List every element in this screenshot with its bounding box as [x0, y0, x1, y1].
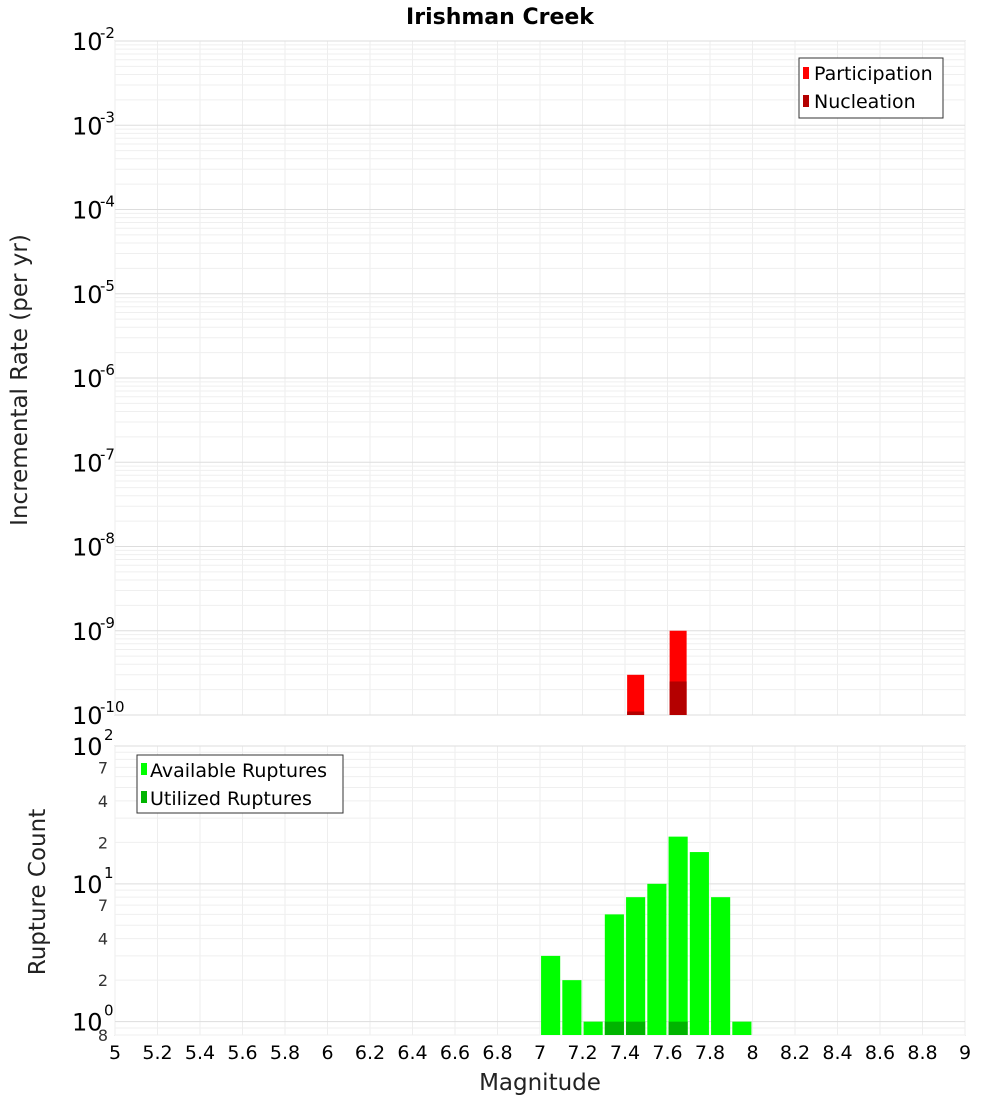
legend-utilized-ruptures: Utilized Ruptures	[150, 788, 312, 810]
nucleation-swatch	[803, 95, 809, 107]
y-minor-tick-label: 7	[98, 758, 108, 777]
x-tick-label: 5	[109, 1042, 121, 1064]
y-tick-label: 10	[72, 449, 103, 477]
bar-utilized-ruptures	[604, 1021, 624, 1035]
y-minor-tick-label: 8	[98, 1026, 108, 1045]
bar-utilized-ruptures	[668, 1021, 688, 1035]
y-tick-exponent: 2	[104, 726, 114, 744]
y-tick-exponent: -4	[100, 193, 115, 211]
bar-available-ruptures	[626, 897, 646, 1035]
bottom-bars	[541, 836, 752, 1035]
legend-nucleation: Nucleation	[814, 91, 916, 113]
bar-utilized-ruptures	[626, 1021, 646, 1035]
y-minor-tick-label: 7	[98, 896, 108, 915]
y-tick-exponent: -3	[100, 108, 115, 126]
x-tick-label: 9	[959, 1042, 971, 1064]
x-tick-label: 7	[534, 1042, 546, 1064]
x-tick-label: 6	[321, 1042, 333, 1064]
bottom-legend: Available Ruptures Utilized Ruptures	[136, 754, 344, 814]
x-tick-label: 8	[746, 1042, 758, 1064]
y-tick-exponent: -9	[100, 614, 115, 632]
y-tick-label: 10	[72, 618, 103, 646]
x-tick-label: 6.6	[440, 1042, 470, 1064]
y-tick-exponent: -2	[100, 24, 115, 42]
bar-available-ruptures	[583, 1021, 603, 1035]
y-tick-exponent: 0	[104, 1002, 114, 1020]
bottom-y-axis-label: Rupture Count	[25, 809, 51, 975]
bar-available-ruptures	[668, 836, 688, 1035]
y-minor-tick-label: 4	[98, 930, 108, 949]
x-axis-label: Magnitude	[479, 1070, 601, 1096]
y-tick-label: 10	[72, 112, 103, 140]
bar-available-ruptures	[604, 914, 624, 1035]
y-tick-label: 10	[72, 702, 103, 730]
chart-title: Irishman Creek	[406, 5, 595, 30]
x-tick-label: 7.6	[652, 1042, 682, 1064]
x-tick-label: 6.2	[355, 1042, 385, 1064]
y-minor-tick-label: 2	[98, 971, 108, 990]
y-tick-exponent: -6	[100, 361, 115, 379]
bar-available-ruptures	[541, 955, 561, 1035]
available-swatch	[141, 763, 147, 775]
y-tick-exponent: -8	[100, 530, 115, 548]
bar-nucleation	[669, 681, 687, 715]
bottom-legend-box	[136, 754, 344, 814]
bar-participation	[627, 674, 645, 715]
y-minor-tick-label: 4	[98, 792, 108, 811]
x-tick-label: 8.6	[865, 1042, 895, 1064]
bar-available-ruptures	[647, 883, 667, 1035]
y-tick-label: 10	[72, 1009, 103, 1037]
y-tick-exponent: -5	[100, 277, 115, 295]
x-tick-label: 5.2	[142, 1042, 172, 1064]
x-tick-label: 8.8	[907, 1042, 937, 1064]
x-tick-label: 7.8	[695, 1042, 725, 1064]
x-tick-label: 5.6	[227, 1042, 257, 1064]
y-tick-label: 10	[72, 871, 103, 899]
x-ticks: 5 5.2 5.4 5.6 5.8 6 6.2 6.4 6.6 6.8 7 7.2 7.4 7.6 7.8 8…	[109, 1042, 971, 1064]
bar-available-ruptures	[689, 852, 709, 1035]
x-tick-label: 7.2	[567, 1042, 597, 1064]
participation-swatch	[803, 67, 809, 79]
utilized-swatch	[141, 791, 147, 803]
top-legend: Participation Nucleation	[798, 57, 944, 119]
y-tick-label: 10	[72, 28, 103, 56]
bar-nucleation	[627, 711, 645, 715]
legend-participation: Participation	[814, 63, 933, 85]
y-tick-exponent: -10	[100, 698, 125, 716]
y-minor-tick-label: 2	[98, 833, 108, 852]
y-tick-exponent: 1	[104, 864, 114, 882]
y-tick-label: 10	[72, 534, 103, 562]
top-grid	[114, 40, 966, 716]
bar-available-ruptures	[732, 1021, 752, 1035]
bottom-grid	[114, 745, 966, 1036]
x-tick-label: 8.4	[822, 1042, 852, 1064]
bar-available-ruptures	[562, 980, 582, 1035]
top-bars	[627, 630, 687, 715]
y-tick-exponent: -7	[100, 445, 115, 463]
y-tick-label: 10	[72, 281, 103, 309]
top-legend-box	[798, 57, 944, 119]
y-tick-label: 10	[72, 197, 103, 225]
y-tick-label: 10	[72, 733, 103, 761]
x-tick-label: 5.4	[185, 1042, 215, 1064]
x-tick-label: 6.8	[482, 1042, 512, 1064]
y-tick-label: 10	[72, 365, 103, 393]
x-tick-label: 5.8	[270, 1042, 300, 1064]
top-y-axis-label: Incremental Rate (per yr)	[7, 234, 33, 526]
x-tick-label: 7.4	[610, 1042, 640, 1064]
x-tick-label: 8.2	[780, 1042, 810, 1064]
bar-available-ruptures	[711, 897, 731, 1035]
x-tick-label: 6.4	[397, 1042, 427, 1064]
legend-available-ruptures: Available Ruptures	[150, 760, 327, 782]
